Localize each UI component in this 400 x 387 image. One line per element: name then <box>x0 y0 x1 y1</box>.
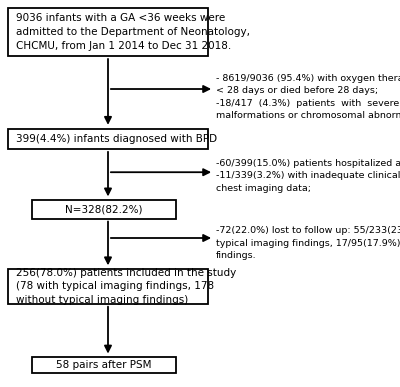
FancyBboxPatch shape <box>8 129 208 149</box>
FancyBboxPatch shape <box>8 8 208 56</box>
Text: 58 pairs after PSM: 58 pairs after PSM <box>56 360 152 370</box>
Text: 256(78.0%) patients included in the study
(78 with typical imaging findings, 178: 256(78.0%) patients included in the stud… <box>16 268 236 305</box>
FancyBboxPatch shape <box>32 200 176 219</box>
FancyBboxPatch shape <box>32 357 176 373</box>
Text: -60/399(15.0%) patients hospitalized after 7 days of life;
-11/339(3.2%) with in: -60/399(15.0%) patients hospitalized aft… <box>216 159 400 193</box>
Text: 399(4.4%) infants diagnosed with BPD: 399(4.4%) infants diagnosed with BPD <box>16 134 217 144</box>
FancyBboxPatch shape <box>8 269 208 304</box>
Text: N=328(82.2%): N=328(82.2%) <box>65 204 143 214</box>
Text: -72(22.0%) lost to follow up: 55/233(23.6%) without
typical imaging findings, 17: -72(22.0%) lost to follow up: 55/233(23.… <box>216 226 400 260</box>
Text: - 8619/9036 (95.4%) with oxygen therapy duration
< 28 days or died before 28 day: - 8619/9036 (95.4%) with oxygen therapy … <box>216 74 400 120</box>
Text: 9036 infants with a GA <36 weeks were
admitted to the Department of Neonatology,: 9036 infants with a GA <36 weeks were ad… <box>16 13 250 51</box>
